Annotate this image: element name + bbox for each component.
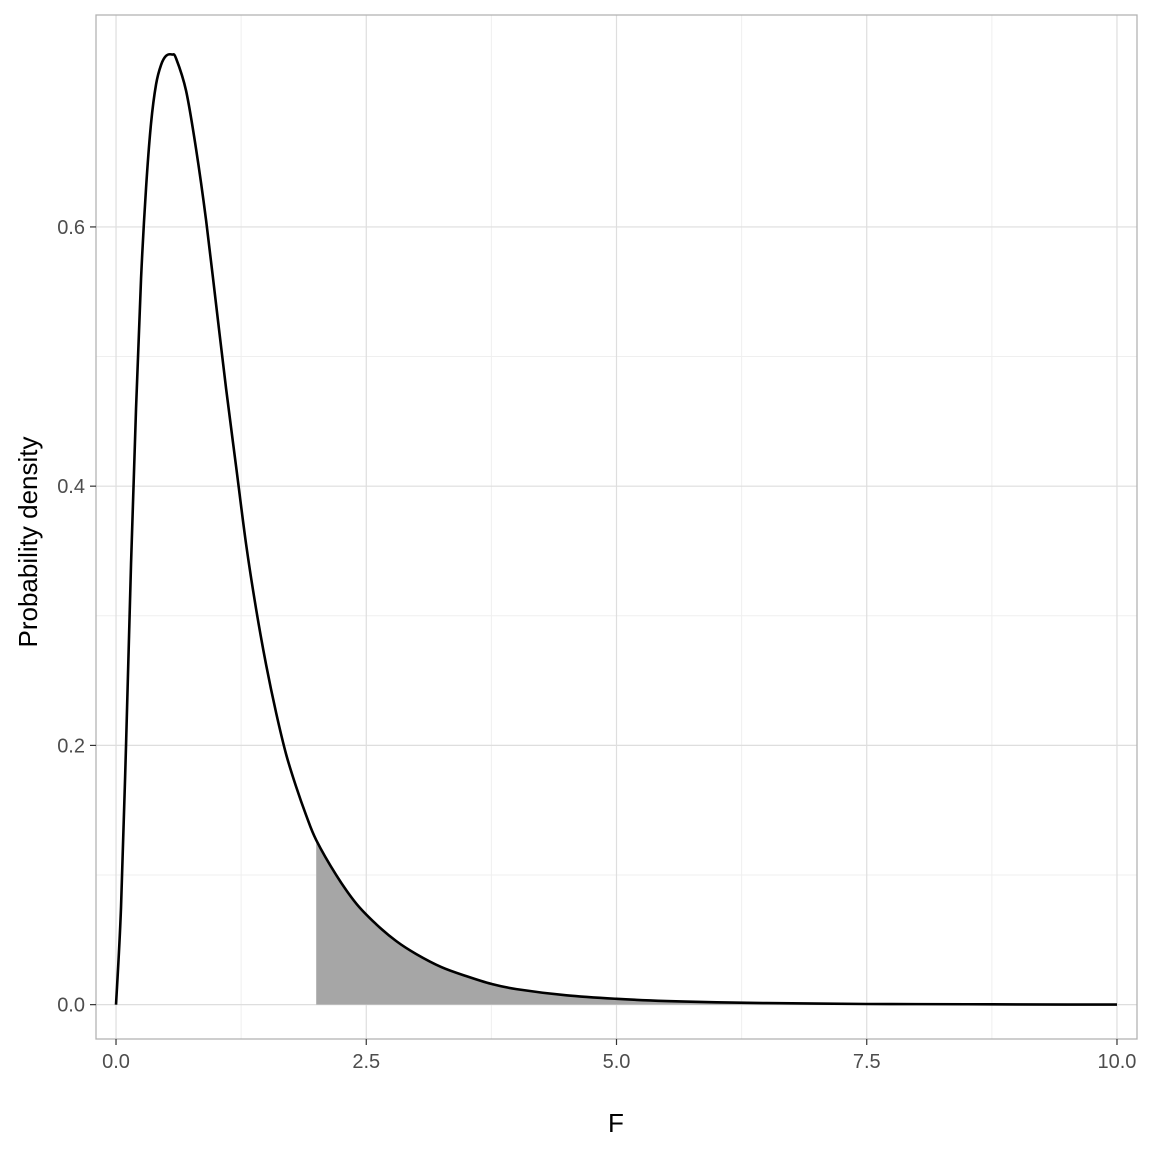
y-axis-title: Probability density — [13, 437, 43, 648]
grid-major — [96, 15, 1137, 1039]
y-axis-ticks: 0.0 0.2 0.4 0.6 — [57, 217, 96, 1017]
y-tick-label: 0.4 — [57, 476, 85, 498]
x-tick-label: 7.5 — [853, 1051, 881, 1073]
y-tick-label: 0.6 — [57, 217, 85, 239]
x-tick-label: 5.0 — [603, 1051, 631, 1073]
x-tick-label: 2.5 — [352, 1051, 380, 1073]
y-tick-label: 0.0 — [57, 995, 85, 1017]
x-axis-title: F — [608, 1108, 624, 1138]
x-axis-ticks: 0.0 2.5 5.0 7.5 10.0 — [102, 1039, 1136, 1073]
density-curve — [114, 52, 1117, 1006]
shaded-tail-area — [316, 840, 1117, 1005]
y-tick-label: 0.2 — [57, 735, 85, 757]
x-tick-label: 0.0 — [102, 1051, 130, 1073]
x-tick-label: 10.0 — [1098, 1051, 1137, 1073]
